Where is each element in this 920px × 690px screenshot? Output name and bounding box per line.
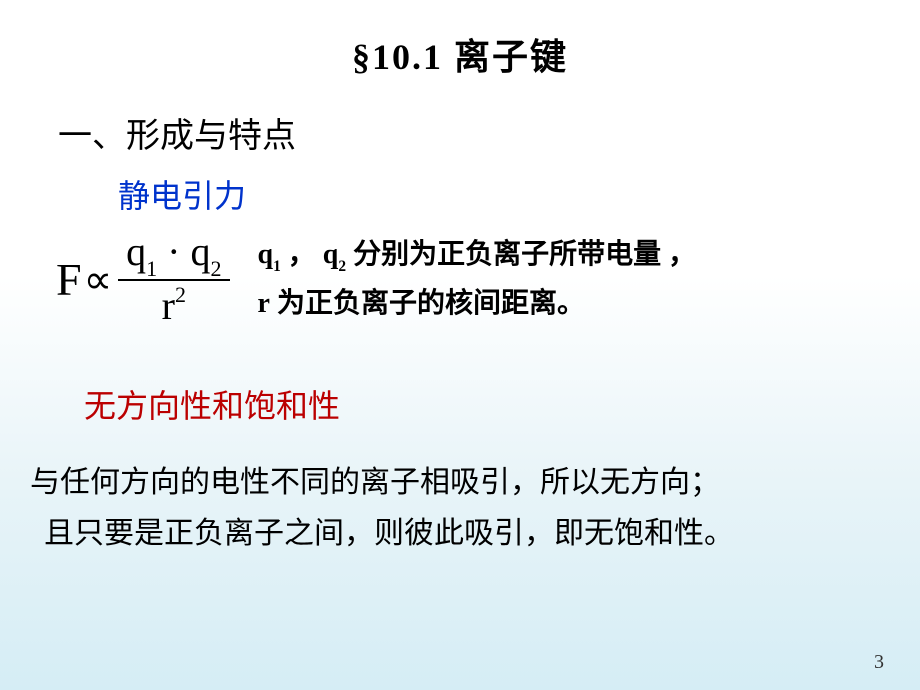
formula-explanation: q1 ， q2 分别为正负离子所带电量 ， r 为正负离子的核间距离。 (258, 230, 697, 329)
q2-base: q (191, 229, 211, 274)
subheading-electrostatic: 静电引力 (118, 171, 920, 217)
explain-q2-sub: 2 (338, 258, 346, 275)
dot: · (167, 229, 180, 274)
formula-denominator: r2 (162, 281, 186, 329)
explain-q1-sub: 1 (273, 258, 281, 275)
body-line1: 与任何方向的电性不同的离子相吸引，所以无方向； (30, 466, 720, 499)
q1-sub: 1 (146, 256, 157, 281)
body-line2: 且只要是正负离子之间，则彼此吸引，即无饱和性。 (44, 508, 920, 559)
explain-line2: r 为正负离子的核间距离。 (258, 279, 697, 328)
formula-proportional: ∝ (84, 256, 113, 303)
formula-row: F ∝ q1 · q2 r2 q1 ， q2 分别为正负离子所带电量 ， r 为… (0, 229, 920, 329)
explain-comma1: ， (281, 239, 323, 270)
page-number: 3 (874, 651, 884, 674)
heading-formation: 一、形成与特点 (58, 108, 920, 157)
formula-fraction: q1 · q2 r2 (118, 229, 229, 329)
q1-base: q (126, 229, 146, 274)
formula-F: F (56, 253, 82, 306)
coulomb-formula: F ∝ q1 · q2 r2 (56, 229, 230, 329)
explain-q1: q (258, 239, 274, 270)
section-title: §10.1 离子键 (0, 0, 920, 80)
explain-r: r (258, 288, 270, 319)
q2-sub: 2 (211, 256, 222, 281)
explain-q2: q (323, 239, 339, 270)
explain-text1: 分别为正负离子所带电量 ， (346, 239, 696, 270)
r-base: r (162, 283, 175, 328)
body-paragraph: 与任何方向的电性不同的离子相吸引，所以无方向； 且只要是正负离子之间，则彼此吸引… (30, 457, 920, 559)
formula-numerator: q1 · q2 (118, 229, 229, 281)
explain-line1: q1 ， q2 分别为正负离子所带电量 ， (258, 230, 697, 280)
explain-text2: 为正负离子的核间距离。 (270, 288, 585, 319)
r-sup: 2 (175, 282, 186, 307)
subheading-nondirectional: 无方向性和饱和性 (84, 381, 920, 427)
